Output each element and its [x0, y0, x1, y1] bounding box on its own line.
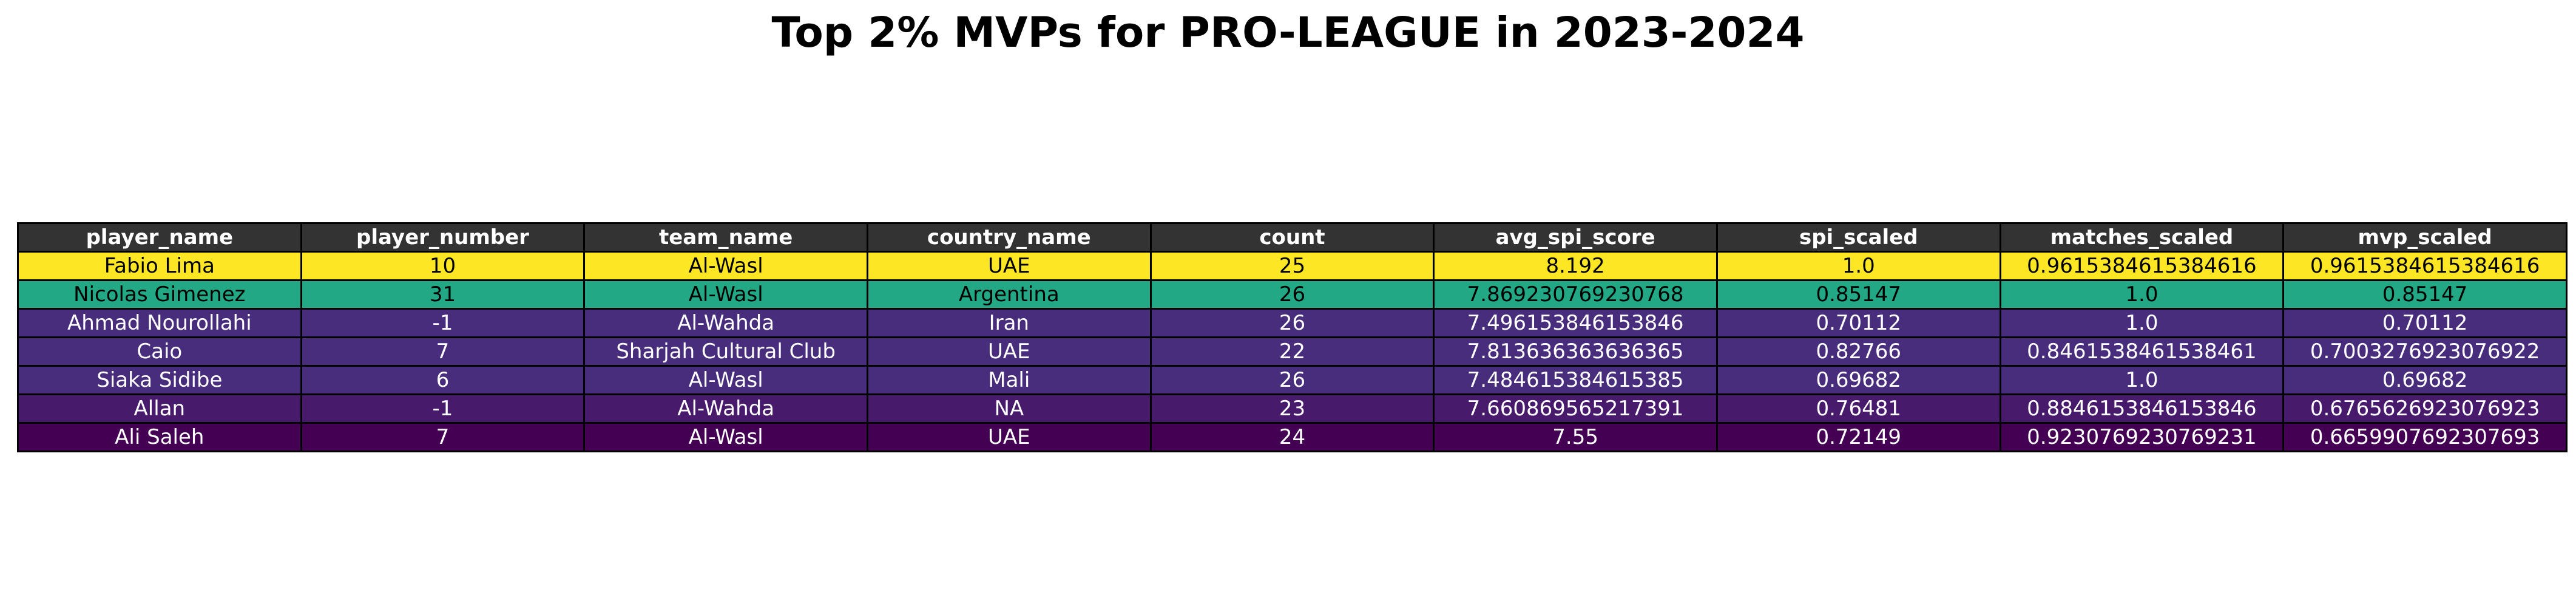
- table-cell-team-name: Sharjah Cultural Club: [583, 336, 868, 367]
- table-cell-avg-spi-score: 7.484615384615385: [1433, 365, 1718, 395]
- header-cell-spi-scaled: spi_scaled: [1716, 222, 2001, 253]
- table-cell-matches-scaled: 0.8461538461538461: [1999, 336, 2285, 367]
- table-cell-player-number: 10: [300, 251, 586, 281]
- table-cell-spi-scaled: 0.85147: [1716, 279, 2001, 310]
- table-cell-player-name: Ali Saleh: [17, 422, 302, 452]
- table-cell-spi-scaled: 1.0: [1716, 251, 2001, 281]
- table-cell-count: 26: [1149, 279, 1435, 310]
- chart-title: Top 2% MVPs for PRO-LEAGUE in 2023-2024: [771, 9, 1805, 57]
- table-cell-country-name: Iran: [866, 308, 1152, 338]
- table-cell-team-name: Al-Wasl: [583, 279, 868, 310]
- table-cell-matches-scaled: 1.0: [1999, 308, 2285, 338]
- header-row: player_name player_number team_name coun…: [17, 222, 2568, 253]
- table-cell-player-number: -1: [300, 308, 586, 338]
- table-row: Fabio Lima 10 Al-Wasl UAE 25 8.192 1.0 0.961538…: [17, 251, 2568, 281]
- table-cell-mvp-scaled: 0.9615384615384616: [2282, 251, 2568, 281]
- table-cell-mvp-scaled: 0.7003276923076922: [2282, 336, 2568, 367]
- table-cell-avg-spi-score: 7.869230769230768: [1433, 279, 1718, 310]
- table-cell-player-name: Allan: [17, 393, 302, 424]
- table-cell-avg-spi-score: 7.496153846153846: [1433, 308, 1718, 338]
- table-row: Siaka Sidibe 6 Al-Wasl Mali 26 7.484615384615…: [17, 365, 2568, 395]
- table-row: Allan -1 Al-Wahda NA 23 7.660869565217391 0.76…: [17, 393, 2568, 424]
- table-cell-player-number: 6: [300, 365, 586, 395]
- table-cell-team-name: Al-Wasl: [583, 251, 868, 281]
- table-cell-country-name: UAE: [866, 336, 1152, 367]
- table-cell-mvp-scaled: 0.6659907692307693: [2282, 422, 2568, 452]
- table-cell-avg-spi-score: 7.660869565217391: [1433, 393, 1718, 424]
- table-cell-matches-scaled: 1.0: [1999, 365, 2285, 395]
- table-cell-player-name: Nicolas Gimenez: [17, 279, 302, 310]
- table-cell-mvp-scaled: 0.85147: [2282, 279, 2568, 310]
- table-cell-team-name: Al-Wahda: [583, 308, 868, 338]
- mvp-table: player_name player_number team_name coun…: [17, 222, 2568, 452]
- table-cell-spi-scaled: 0.72149: [1716, 422, 2001, 452]
- table-row: Ali Saleh 7 Al-Wasl UAE 24 7.55 0.72149 0.92307…: [17, 422, 2568, 452]
- table-cell-player-number: -1: [300, 393, 586, 424]
- table-cell-count: 26: [1149, 365, 1435, 395]
- table-row: Nicolas Gimenez 31 Al-Wasl Argentina 26 7.869…: [17, 279, 2568, 310]
- table-cell-player-number: 31: [300, 279, 586, 310]
- table-cell-player-name: Fabio Lima: [17, 251, 302, 281]
- header-cell-mvp-scaled: mvp_scaled: [2282, 222, 2568, 253]
- header-cell-avg-spi-score: avg_spi_score: [1433, 222, 1718, 253]
- table-cell-spi-scaled: 0.69682: [1716, 365, 2001, 395]
- table-cell-spi-scaled: 0.76481: [1716, 393, 2001, 424]
- table-cell-avg-spi-score: 8.192: [1433, 251, 1718, 281]
- table-cell-country-name: Argentina: [866, 279, 1152, 310]
- header-cell-count: count: [1149, 222, 1435, 253]
- table-cell-count: 25: [1149, 251, 1435, 281]
- table-cell-player-name: Caio: [17, 336, 302, 367]
- table-cell-count: 22: [1149, 336, 1435, 367]
- table-cell-spi-scaled: 0.70112: [1716, 308, 2001, 338]
- table-cell-spi-scaled: 0.82766: [1716, 336, 2001, 367]
- table-cell-matches-scaled: 0.9615384615384616: [1999, 251, 2285, 281]
- table-cell-avg-spi-score: 7.813636363636365: [1433, 336, 1718, 367]
- table-cell-team-name: Al-Wahda: [583, 393, 868, 424]
- table-cell-count: 24: [1149, 422, 1435, 452]
- table-cell-player-number: 7: [300, 336, 586, 367]
- table-cell-avg-spi-score: 7.55: [1433, 422, 1718, 452]
- table-cell-player-number: 7: [300, 422, 586, 452]
- table-cell-mvp-scaled: 0.69682: [2282, 365, 2568, 395]
- header-cell-matches-scaled: matches_scaled: [1999, 222, 2285, 253]
- header-cell-player-name: player_name: [17, 222, 302, 253]
- table-cell-country-name: UAE: [866, 422, 1152, 452]
- header-cell-team-name: team_name: [583, 222, 868, 253]
- table-cell-country-name: Mali: [866, 365, 1152, 395]
- table-cell-team-name: Al-Wasl: [583, 422, 868, 452]
- table-cell-player-name: Siaka Sidibe: [17, 365, 302, 395]
- table-row: Ahmad Nourollahi -1 Al-Wahda Iran 26 7.496153…: [17, 308, 2568, 338]
- table-cell-country-name: NA: [866, 393, 1152, 424]
- table-cell-matches-scaled: 1.0: [1999, 279, 2285, 310]
- table-cell-player-name: Ahmad Nourollahi: [17, 308, 302, 338]
- table-cell-matches-scaled: 0.8846153846153846: [1999, 393, 2285, 424]
- header-cell-player-number: player_number: [300, 222, 586, 253]
- header-cell-country-name: country_name: [866, 222, 1152, 253]
- table-cell-count: 26: [1149, 308, 1435, 338]
- table-cell-team-name: Al-Wasl: [583, 365, 868, 395]
- table-body: Fabio Lima 10 Al-Wasl UAE 25 8.192 1.0 0.961538…: [17, 251, 2568, 452]
- table-cell-mvp-scaled: 0.70112: [2282, 308, 2568, 338]
- table-cell-country-name: UAE: [866, 251, 1152, 281]
- table-cell-matches-scaled: 0.9230769230769231: [1999, 422, 2285, 452]
- table-cell-mvp-scaled: 0.6765626923076923: [2282, 393, 2568, 424]
- table-cell-count: 23: [1149, 393, 1435, 424]
- table-row: Caio 7 Sharjah Cultural Club UAE 22 7.8136363…: [17, 336, 2568, 367]
